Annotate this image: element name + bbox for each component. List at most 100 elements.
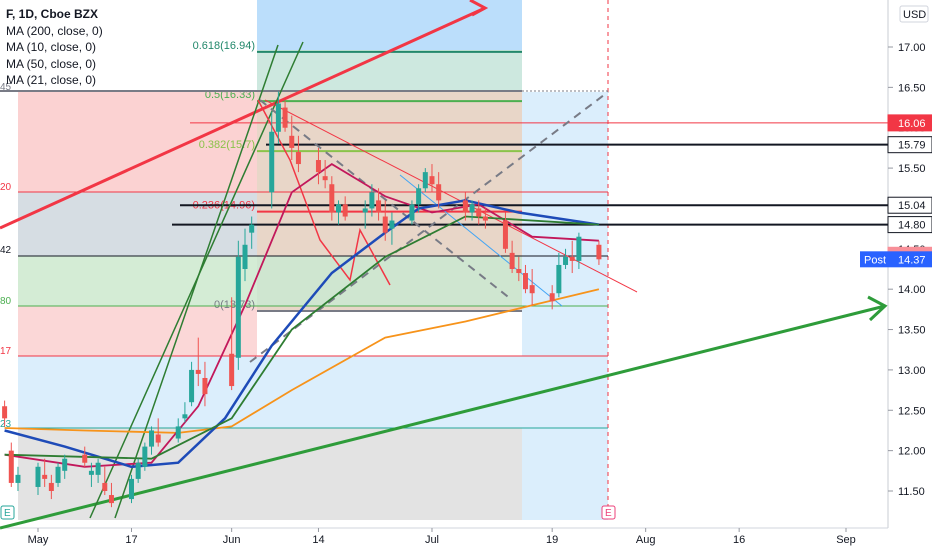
price-tick-label: 13.00 <box>898 365 926 377</box>
post-market-price: 14.37 <box>898 254 926 266</box>
price-label-bg <box>887 216 932 234</box>
candle-up <box>369 192 375 209</box>
candle-down <box>282 107 288 128</box>
earnings-marker-left-label: E <box>4 508 11 519</box>
time-tick-label: Jun <box>223 534 241 546</box>
candle-up <box>389 220 395 229</box>
candle-down <box>529 285 535 294</box>
candle-down <box>315 160 321 173</box>
zone-red-bottom <box>18 306 257 356</box>
red-trendline <box>0 6 486 230</box>
candle-down <box>522 273 528 290</box>
currency-box <box>899 5 929 23</box>
gray-dashed-diagonal <box>249 91 609 363</box>
fib-level-label: 0.382(15.7) <box>199 139 255 151</box>
candle-up <box>149 430 155 447</box>
candle-down <box>509 252 515 269</box>
time-tick-label: 17 <box>125 534 137 546</box>
fib-level-label: 0(13.73) <box>214 299 255 311</box>
left-edge-label: 20 <box>0 182 12 193</box>
left-edge-label: 45 <box>0 82 12 93</box>
candle-down <box>596 244 602 260</box>
left-edge-label: 80 <box>0 296 12 307</box>
candle-up <box>275 103 281 132</box>
currency-label: USD <box>903 9 926 21</box>
candle-down <box>376 200 382 213</box>
zone-gray-lower <box>18 428 608 520</box>
candle-up <box>576 236 582 261</box>
candle-down <box>462 200 468 213</box>
green-trendline-arrow <box>867 295 888 322</box>
candle-up <box>55 466 61 483</box>
candle-down <box>382 216 388 233</box>
ma-line-(50 <box>4 199 600 469</box>
price-tick-label: 16.50 <box>898 82 926 94</box>
red-descending-line <box>264 99 638 293</box>
candle-up <box>189 369 195 403</box>
blue-projection-line <box>399 174 563 307</box>
candle-down <box>329 184 335 213</box>
candle-down <box>549 293 555 302</box>
candle-up <box>422 172 428 189</box>
price-tick-label: 17.00 <box>898 42 926 54</box>
candle-up <box>182 414 188 419</box>
candle-down <box>342 204 348 217</box>
candle-down <box>48 482 54 491</box>
price-label-bg <box>887 114 932 132</box>
candle-down <box>502 220 508 249</box>
candle-down <box>42 474 48 479</box>
candle-up <box>128 478 134 500</box>
candle-up <box>249 224 255 233</box>
candle-up <box>95 462 101 475</box>
candle-up <box>242 244 248 269</box>
zone-green-mid <box>257 256 522 306</box>
time-tick-label: 16 <box>733 534 745 546</box>
candle-up <box>235 256 241 358</box>
fib-level-label: 0.618(16.94) <box>193 40 255 52</box>
candle-down <box>229 353 235 387</box>
candle-down <box>429 176 435 185</box>
candle-down <box>8 450 14 483</box>
candle-down <box>2 406 8 419</box>
candle-up <box>35 466 41 487</box>
left-edge-label: 17 <box>0 346 12 357</box>
candle-up <box>269 131 275 193</box>
candle-up <box>416 188 422 205</box>
candle-down <box>108 495 114 504</box>
green-trendline <box>0 304 886 530</box>
price-label-text: 14.80 <box>898 220 926 232</box>
zone-green <box>18 256 257 306</box>
time-tick-label: Aug <box>636 534 656 546</box>
post-market-label-bg <box>860 251 932 268</box>
post-market-prefix: Post <box>864 254 886 266</box>
candle-up <box>15 474 21 483</box>
time-tick-label: 14 <box>312 534 324 546</box>
candle-up <box>409 204 415 221</box>
candle-up <box>563 256 569 265</box>
price-label-text: 15.79 <box>898 140 926 152</box>
candle-down <box>195 369 201 374</box>
price-tick-label: 12.50 <box>898 405 926 417</box>
candle-up <box>362 208 368 213</box>
zone-blue-lower <box>18 356 608 428</box>
candle-down <box>202 377 208 395</box>
green-channel-line-2 <box>114 44 279 519</box>
price-label-text: 15.04 <box>898 200 926 212</box>
left-edge-label: 42 <box>0 245 12 256</box>
time-tick-label: Jul <box>425 534 439 546</box>
candle-down <box>289 135 295 148</box>
earnings-marker-left <box>0 505 15 520</box>
candle-up <box>556 264 562 294</box>
price-label-text: 16.06 <box>898 118 926 130</box>
time-tick-label: Sep <box>836 534 856 546</box>
time-tick-label: May <box>28 534 49 546</box>
fib-zone-teal <box>257 50 522 92</box>
candle-up <box>142 446 148 467</box>
candle-down <box>436 184 442 201</box>
left-edge-label: 23 <box>0 419 12 430</box>
candle-down <box>482 216 488 221</box>
earnings-marker-right-label: E <box>605 508 612 519</box>
candle-down <box>569 256 575 261</box>
